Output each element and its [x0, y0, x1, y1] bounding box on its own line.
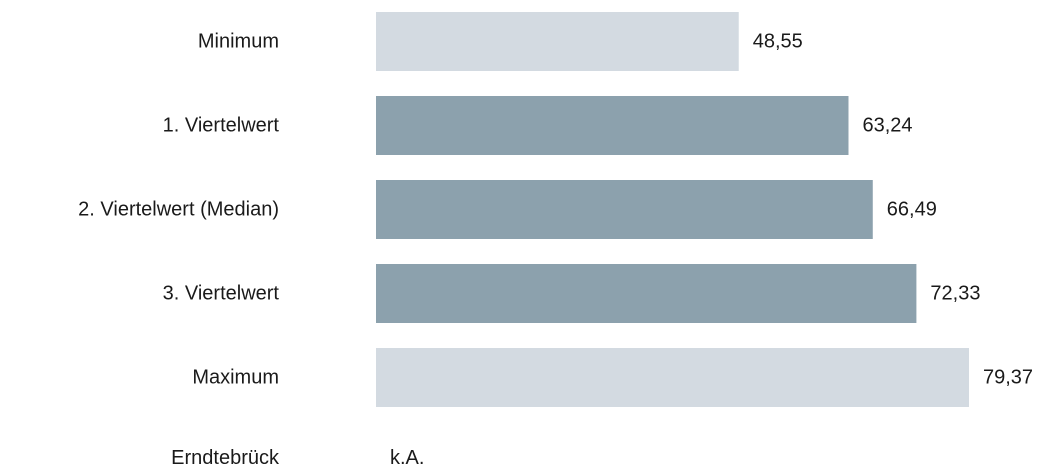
bar-3-viertelwert: [376, 264, 917, 323]
category-label-1-viertelwert: 1. Viertelwert: [163, 115, 280, 137]
value-label-erndtebr-ck: k.A.: [390, 447, 424, 469]
category-label-minimum: Minimum: [198, 31, 279, 53]
category-label-maximum: Maximum: [192, 367, 279, 389]
bar-maximum: [376, 348, 969, 407]
value-label-minimum: 48,55: [753, 31, 803, 53]
category-label-3-viertelwert: 3. Viertelwert: [163, 283, 280, 305]
value-labels: 48,55 63,24 66,49 72,33 79,37 k.A.: [390, 31, 1033, 470]
category-label-2-viertelwert-median: 2. Viertelwert (Median): [78, 199, 279, 221]
bar-2-viertelwert-median: [376, 180, 873, 239]
value-label-2-viertelwert-median: 66,49: [887, 199, 937, 221]
value-label-maximum: 79,37: [983, 367, 1033, 389]
bar-1-viertelwert: [376, 96, 849, 155]
bar-minimum: [376, 12, 739, 71]
bars-group: [376, 12, 969, 407]
value-label-1-viertelwert: 63,24: [862, 115, 912, 137]
category-labels: Minimum 1. Viertelwert 2. Viertelwert (Med…: [78, 31, 280, 470]
value-label-3-viertelwert: 72,33: [930, 283, 980, 305]
category-label-erndtebr-ck: Erndtebrück: [171, 447, 280, 469]
